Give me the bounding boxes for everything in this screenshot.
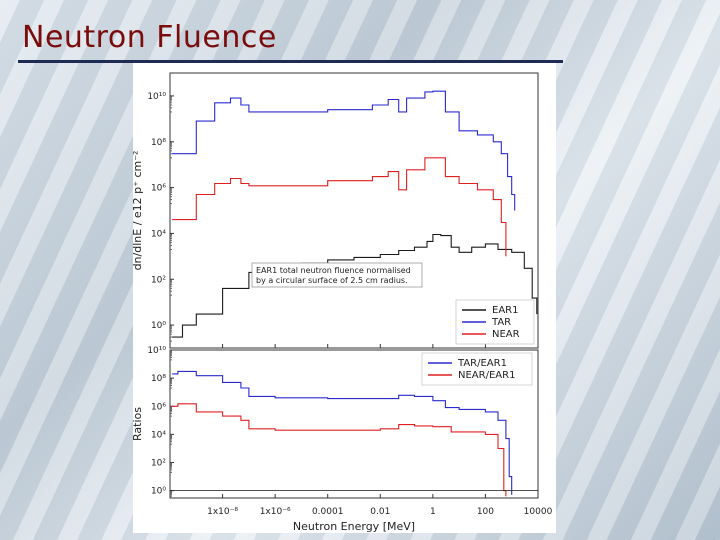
plot-panel: 10⁰ 10² 10⁴ 10⁶ 10⁸ 10¹⁰ dn/dlnE / e12 p⁺ cm⁻²… [133, 63, 556, 533]
legend-box-bottom [421, 352, 533, 386]
slide-title: Neutron Fluence [22, 20, 277, 55]
y-axis-title-bottom: Ratios [133, 407, 144, 441]
x-tick-label-2: 0.0001 [312, 507, 344, 517]
y-tick-label-bottom-0: 10⁰ [151, 487, 166, 497]
y-tick-label-bottom-2: 10⁴ [151, 430, 166, 440]
legend-label-near: NEAR [492, 329, 520, 340]
y-tick-label-bottom-4: 10⁸ [151, 374, 166, 384]
neutron-fluence-chart: 10⁰ 10² 10⁴ 10⁶ 10⁸ 10¹⁰ dn/dlnE / e12 p⁺ cm⁻²… [133, 72, 553, 533]
y-tick-label-top-4: 10⁸ [151, 138, 166, 148]
legend-label-near-ear1: NEAR/EAR1 [458, 370, 515, 381]
x-tick-label-5: 100 [477, 507, 494, 517]
y-tick-label-top-2: 10⁴ [151, 229, 166, 239]
annotation-line-1: by a circular surface of 2.5 cm radius. [256, 276, 408, 285]
series-line-tar-ear1 [172, 370, 513, 495]
legend-label-tar: TAR [491, 317, 511, 328]
title-underline [18, 60, 563, 63]
series-line-near-ear1 [172, 403, 507, 497]
y-tick-label-top-5: 10¹⁰ [147, 92, 166, 102]
y-tick-label-bottom-3: 10⁶ [151, 402, 166, 412]
x-tick-label-1: 1x10⁻⁶ [260, 507, 291, 517]
annotation-line-0: EAR1 total neutron fluence normalised [256, 266, 411, 275]
x-tick-label-6: 10000 [524, 507, 553, 517]
series-line-ear1 [172, 233, 538, 338]
y-tick-label-top-1: 10² [151, 275, 166, 285]
legend-label-tar-ear1: TAR/EAR1 [457, 358, 507, 369]
y-tick-label-top-3: 10⁶ [151, 184, 166, 194]
x-tick-label-3: 0.01 [370, 507, 390, 517]
y-axis-title-top: dn/dlnE / e12 p⁺ cm⁻² [133, 151, 144, 271]
series-line-tar [172, 90, 516, 211]
y-tick-label-bottom-1: 10² [151, 459, 166, 469]
annotation-box [251, 262, 423, 288]
legend-label-ear1: EAR1 [492, 305, 518, 316]
y-tick-label-top-0: 10⁰ [151, 321, 166, 331]
x-tick-label-4: 1 [430, 507, 436, 517]
x-tick-label-0: 1x10⁻⁸ [207, 507, 238, 517]
y-tick-label-bottom-5: 10¹⁰ [147, 346, 166, 356]
series-line-near [172, 157, 507, 257]
x-axis-title: Neutron Energy [MeV] [293, 520, 415, 533]
